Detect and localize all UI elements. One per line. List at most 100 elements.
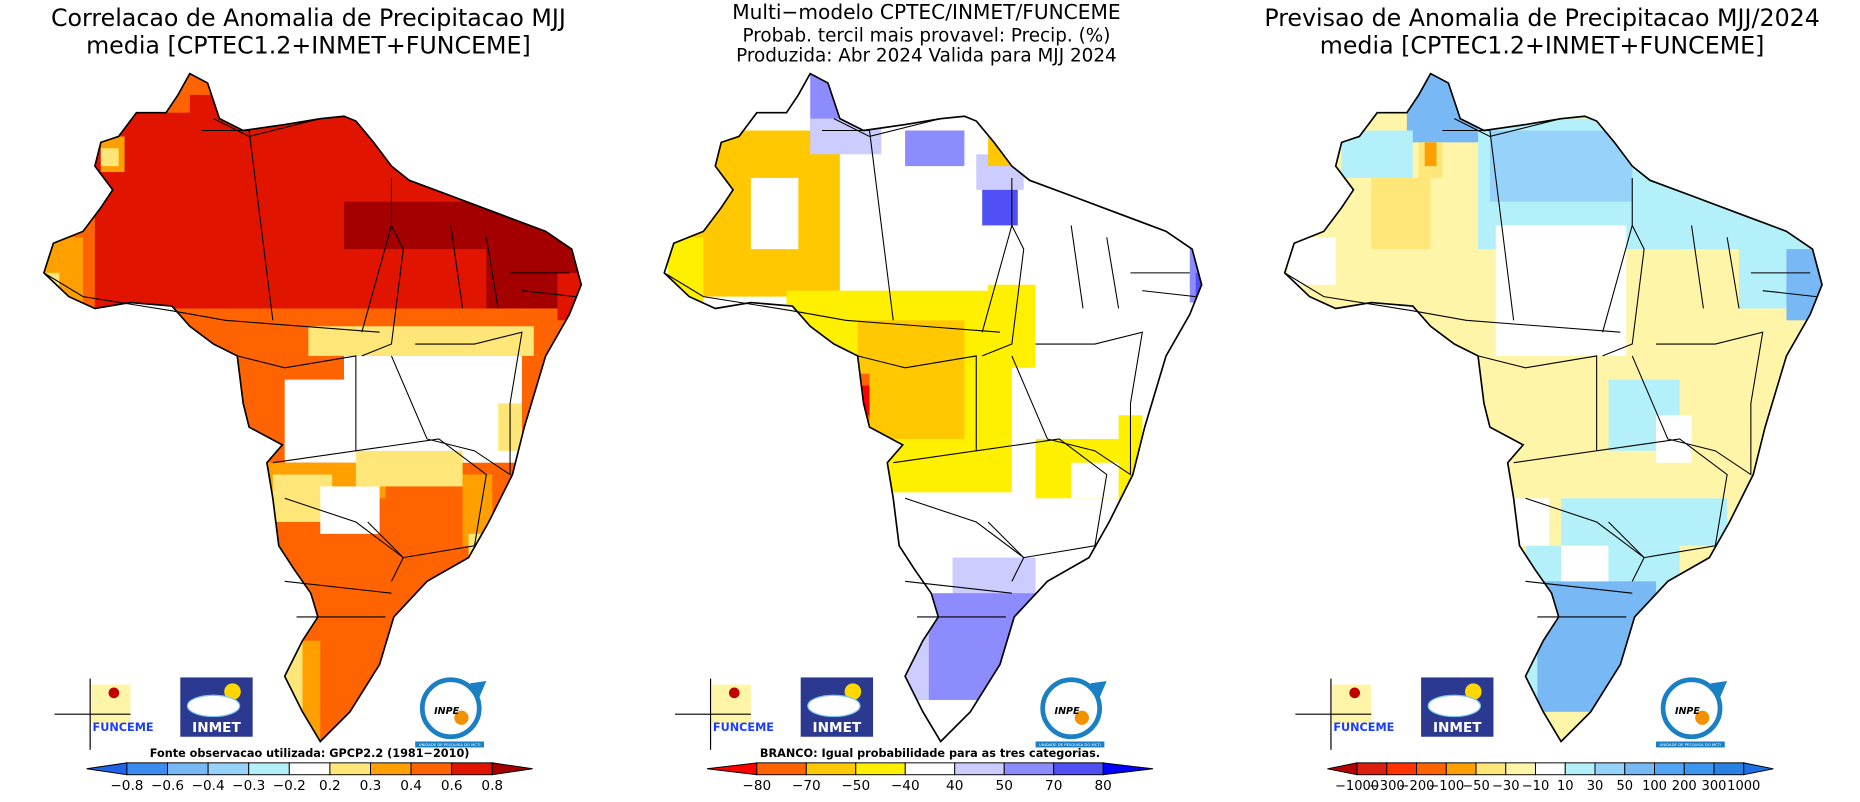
colorbar-cell: [167, 762, 209, 776]
colorbar-cell: [329, 762, 371, 776]
colorbar-cell: [126, 762, 168, 776]
brazil-map: [43, 72, 583, 743]
shaded-cell: [750, 177, 799, 250]
shaded-cell: [284, 640, 303, 712]
state-border: [521, 290, 576, 298]
shaded-cell: [1406, 73, 1479, 143]
colorbar-cell: [410, 762, 453, 776]
colorbar-tick-label: −0.3: [232, 778, 265, 794]
shaded-field: [43, 73, 582, 742]
shaded-cell: [1561, 545, 1609, 582]
state-border: [355, 438, 487, 559]
shaded-cell: [43, 272, 60, 309]
state-border: [1525, 497, 1645, 582]
colorbar-cell: [1624, 762, 1655, 776]
map-title-line: Multi−modelo CPTEC/INMET/FUNCEME: [732, 0, 1120, 24]
colorbar-cell: [805, 762, 857, 776]
colorbar-high-arrow: [1743, 762, 1774, 776]
colorbar-cell: [1505, 762, 1536, 776]
shaded-cell: [988, 284, 1036, 368]
sun-icon: [1464, 683, 1482, 700]
red-dot-icon: [728, 687, 740, 699]
funceme-logo: FUNCEME: [1295, 678, 1394, 750]
colorbar-cell: [756, 762, 807, 776]
shaded-cell: [43, 237, 84, 309]
colorbar: −0.8 −0.6 −0.4 −0.3 −0.2 0.2 0.3 0.4 0.6 0.8: [86, 762, 533, 794]
colorbar-tick-label: −200: [1399, 779, 1435, 794]
shaded-cell: [1561, 498, 1728, 546]
colorbar-tick-label: −10: [1522, 779, 1550, 794]
inmet-logo: INMET: [1421, 677, 1494, 737]
colorbar-cell: [1356, 762, 1388, 776]
shaded-cell: [308, 326, 534, 356]
shaded-cell: [284, 379, 356, 463]
colorbar-cell: [451, 762, 493, 776]
inpe-logo: INPE UNIDADE DE PESQUISA DO MCTI: [1035, 677, 1107, 748]
colorbar-tick-label: 200: [1672, 779, 1697, 794]
shaded-cell: [667, 237, 704, 309]
inpe-label: INPE: [1675, 706, 1700, 717]
shaded-cell: [905, 130, 965, 167]
state-border: [1596, 438, 1728, 559]
state-border: [485, 237, 499, 309]
map-title-line: media [CPTEC1.2+INMET+FUNCEME]: [86, 31, 531, 59]
inmet-label: INMET: [192, 720, 241, 736]
state-border: [981, 225, 1025, 357]
map-title-line: Correlacao de Anomalia de Precipitacao M…: [51, 4, 566, 32]
logos: FUNCEME INMET INPE UNIDADE DE PESQUISA DO M…: [1295, 677, 1728, 750]
colorbar-cell: [248, 762, 290, 776]
state-border: [1454, 118, 1562, 138]
colorbar-cell: [1416, 762, 1447, 776]
colorbar-cell: [1475, 762, 1507, 776]
colorbar-cell: [1535, 762, 1566, 776]
colorbar-cell: [370, 762, 412, 776]
colorbar-high-arrow: [491, 762, 533, 776]
cloud-icon: [186, 694, 241, 718]
state-border: [450, 225, 464, 309]
shaded-field: [664, 73, 1202, 742]
shaded-cell: [355, 450, 463, 487]
state-border: [1691, 225, 1704, 309]
shaded-cell: [1501, 498, 1550, 546]
state-border: [213, 118, 321, 138]
inmet-logo: INMET: [180, 677, 253, 737]
state-border: [1284, 272, 1621, 333]
colorbar-footnote: BRANCO: Igual probabilidade para as tres…: [760, 747, 1100, 760]
funceme-label: FUNCEME: [1333, 721, 1394, 734]
shaded-cell: [344, 355, 522, 463]
state-border: [390, 331, 523, 476]
shaded-cell: [1495, 225, 1627, 356]
state-border: [905, 580, 1012, 594]
shaded-cell: [1288, 237, 1336, 285]
colorbar-cell: [1594, 762, 1626, 776]
state-border: [976, 438, 1108, 559]
colorbar-tick-label: −0.8: [110, 778, 143, 794]
colorbar-low-arrow: [86, 762, 128, 776]
state-border: [1142, 290, 1196, 298]
map-title-line: Previsao de Anomalia de Precipitacao MJJ…: [1264, 4, 1820, 32]
brazil-map: [1283, 72, 1823, 743]
map-title-line: Produzida: Abr 2024 Valida para MJJ 2024: [736, 46, 1117, 67]
shaded-cell: [857, 320, 965, 439]
colorbar-tick-label: −0.6: [151, 778, 184, 794]
colorbar-tick-label: 70: [1045, 778, 1062, 794]
state-border: [1477, 355, 1598, 464]
colorbar-tick-label: −40: [891, 778, 920, 794]
colorbar-tick-label: 1000: [1727, 779, 1760, 794]
inpe-label: INPE: [434, 706, 459, 717]
colorbar-tick-label: −0.4: [192, 778, 225, 794]
colorbar-tick-label: 0.4: [400, 778, 422, 794]
state-border: [284, 497, 404, 582]
shaded-cell: [988, 130, 1024, 167]
state-border: [833, 118, 941, 138]
colorbar-cell: [288, 762, 331, 776]
colorbar-tick-label: 0.6: [441, 778, 463, 794]
shaded-cell: [1655, 415, 1692, 463]
inpe-logo: INPE UNIDADE DE PESQUISA DO MCTI: [1655, 677, 1728, 748]
funceme-label: FUNCEME: [93, 721, 154, 734]
shaded-cell: [851, 385, 870, 416]
inmet-label: INMET: [1433, 720, 1482, 736]
shaded-cell: [344, 201, 499, 250]
state-border: [1631, 331, 1764, 476]
tercile-probability-map-panel: Multi−modelo CPTEC/INMET/FUNCEMEProbab. …: [663, 0, 1203, 794]
